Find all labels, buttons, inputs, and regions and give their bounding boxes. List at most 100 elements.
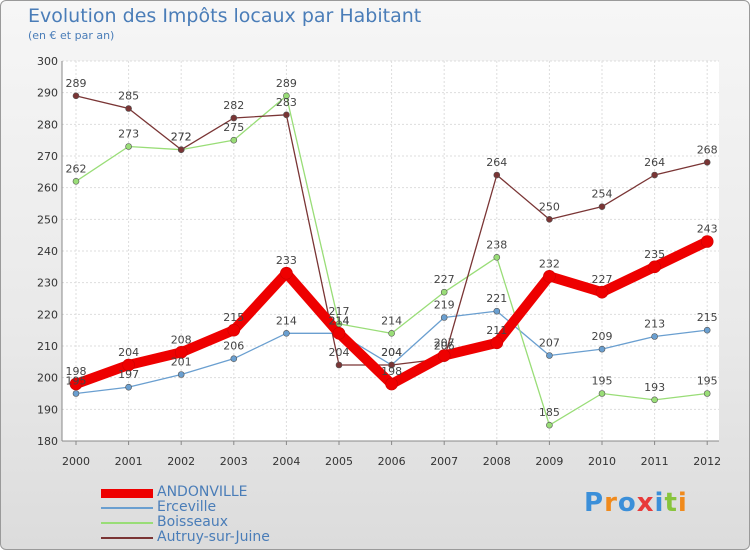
x-tick-label: 2011 (641, 455, 669, 468)
data-label: 208 (171, 333, 192, 346)
data-label: 214 (276, 314, 297, 327)
data-label: 268 (697, 143, 718, 156)
data-label: 197 (118, 368, 139, 381)
chart-subtitle: (en € et par an) (28, 29, 115, 42)
data-point (125, 105, 132, 112)
data-point (700, 235, 714, 248)
data-label: 204 (381, 346, 402, 359)
x-tick-label: 2010 (588, 455, 616, 468)
data-point (598, 345, 606, 353)
y-tick-label: 280 (37, 118, 58, 131)
logo-letter: i (654, 488, 665, 518)
data-point (385, 377, 398, 391)
data-point (69, 377, 83, 391)
data-label: 217 (329, 305, 350, 318)
data-point (125, 383, 132, 391)
data-label: 214 (329, 314, 350, 327)
data-label: 227 (434, 273, 455, 286)
logo-letter: x (636, 488, 655, 518)
data-label: 283 (276, 96, 297, 109)
data-point (703, 390, 711, 397)
data-point (72, 390, 80, 397)
x-axis-ticks: 2000 2001 2002 2003 2004 2005 2006 2007 2008 2009… (62, 441, 721, 468)
data-point (388, 330, 395, 337)
data-label: 238 (486, 238, 507, 251)
data-point (283, 330, 290, 337)
data-label: 282 (223, 99, 244, 112)
legend-label: Autruy-sur-Juine (157, 529, 270, 545)
y-tick-label: 300 (37, 55, 58, 68)
data-label: 215 (697, 311, 718, 324)
y-tick-label: 260 (37, 182, 58, 195)
logo-letter: i (677, 488, 688, 518)
data-point (332, 327, 346, 340)
data-label: 254 (592, 188, 613, 201)
axes (61, 61, 719, 442)
data-point (283, 92, 290, 100)
data-point (440, 288, 448, 296)
data-point (598, 203, 606, 210)
x-tick-label: 2007 (430, 455, 458, 468)
grid-lines (62, 60, 719, 442)
y-tick-label: 270 (37, 150, 58, 163)
data-label: 209 (592, 330, 613, 343)
data-label: 264 (486, 156, 507, 169)
legend-swatch (101, 488, 153, 498)
logo-letter: o (617, 488, 637, 518)
data-label: 215 (223, 311, 244, 324)
data-label: 289 (66, 77, 87, 90)
x-tick-label: 2000 (62, 455, 90, 468)
data-point (651, 171, 658, 179)
data-point (648, 260, 661, 274)
data-label: 219 (434, 299, 455, 312)
data-point (543, 270, 556, 283)
data-point (546, 352, 553, 359)
data-label: 227 (592, 273, 613, 286)
data-point (230, 355, 238, 362)
data-point (493, 307, 501, 315)
data-label: 232 (539, 257, 560, 270)
data-point (598, 390, 606, 397)
data-point (72, 92, 80, 100)
x-tick-label: 2004 (272, 455, 300, 468)
data-label: 214 (329, 314, 350, 327)
legend-swatch (101, 537, 153, 539)
data-label: 289 (276, 77, 297, 90)
data-label: 214 (381, 314, 402, 327)
y-tick-label: 230 (37, 277, 58, 290)
data-point (227, 323, 241, 337)
logo-letter: t (664, 488, 678, 518)
data-label: 195 (66, 375, 87, 388)
x-tick-label: 2001 (115, 455, 143, 468)
data-label: 198 (66, 365, 87, 378)
data-label: 198 (381, 365, 402, 378)
data-point (493, 254, 501, 261)
data-point (546, 216, 553, 223)
y-tick-label: 290 (37, 87, 58, 100)
legend-label: ANDONVILLE (157, 484, 248, 500)
data-point (177, 371, 185, 378)
data-point (437, 349, 451, 362)
logo-letter: P (584, 488, 605, 518)
x-tick-label: 2005 (325, 455, 353, 468)
data-label: 264 (644, 156, 665, 169)
data-point (651, 396, 658, 404)
data-point (493, 171, 501, 179)
data-point (388, 361, 395, 369)
data-label: 235 (644, 248, 665, 261)
data-point (651, 333, 658, 340)
data-point (174, 346, 188, 359)
proxiti-logo: Proxiti (584, 488, 688, 518)
x-tick-label: 2012 (693, 455, 721, 468)
legend-swatch (101, 522, 153, 524)
data-label: 272 (171, 131, 192, 144)
x-tick-label: 2002 (167, 455, 195, 468)
x-tick-label: 2003 (220, 455, 248, 468)
data-label: 204 (329, 346, 350, 359)
data-label: 204 (118, 346, 139, 359)
x-tick-label: 2006 (378, 455, 406, 468)
data-label: 204 (381, 346, 402, 359)
data-label: 221 (486, 292, 507, 305)
